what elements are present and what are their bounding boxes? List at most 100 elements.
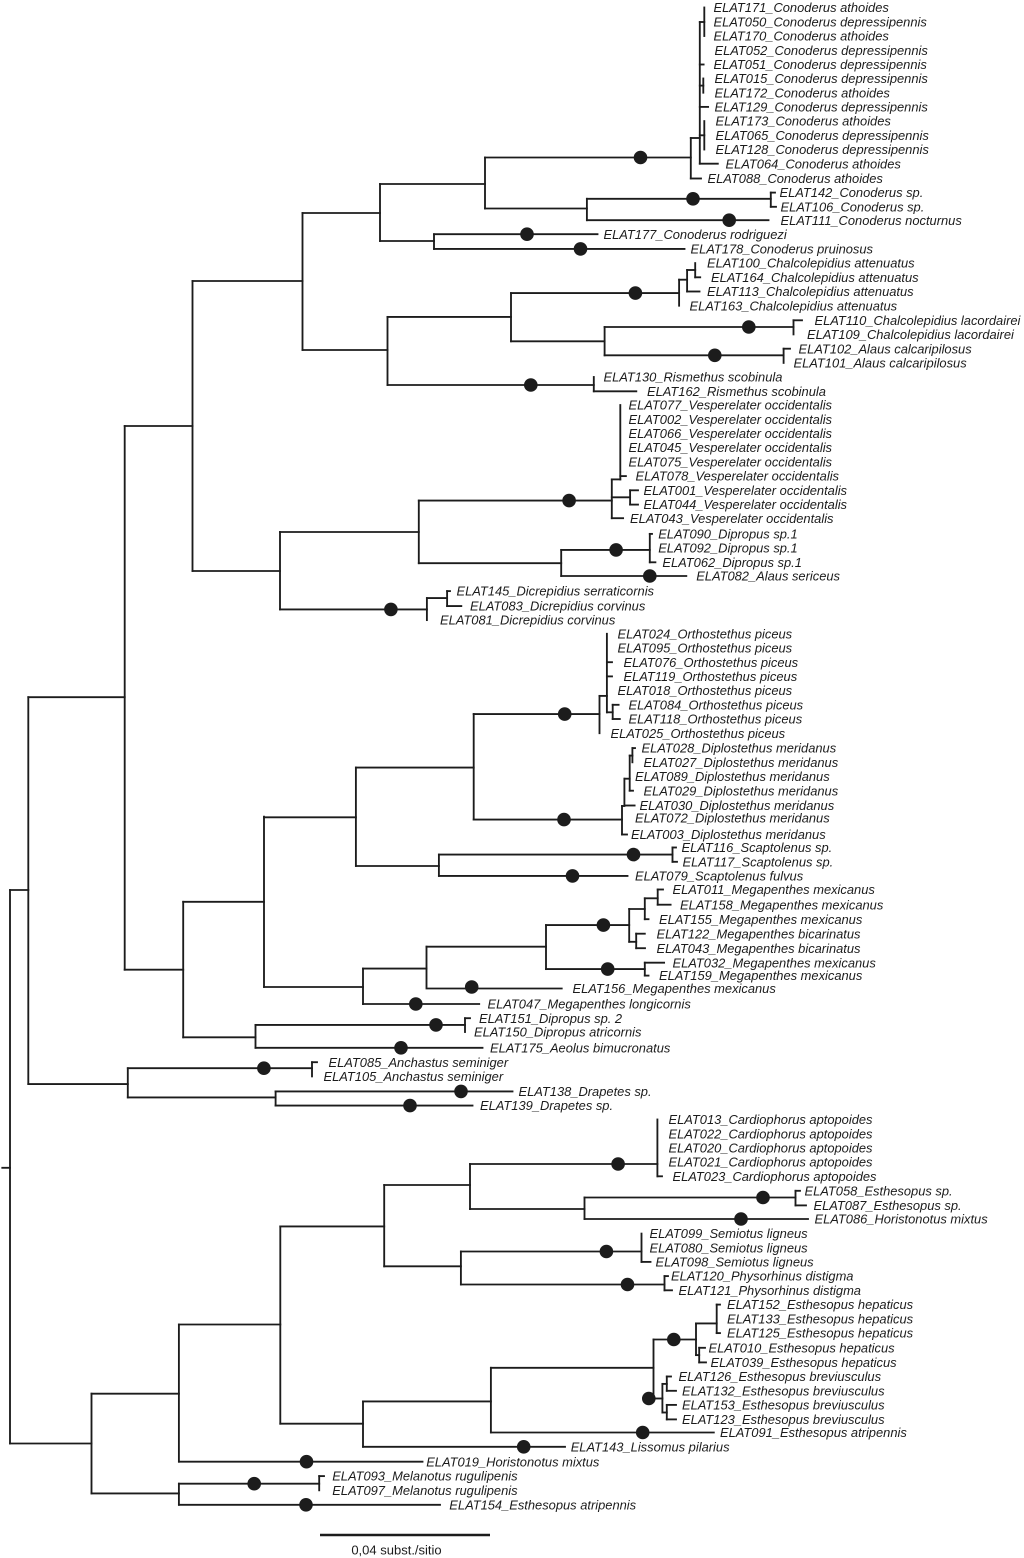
svg-text:ELAT142_Conoderus sp.: ELAT142_Conoderus sp. <box>780 185 924 200</box>
svg-text:ELAT143_Lissomus pilarius: ELAT143_Lissomus pilarius <box>571 1439 730 1454</box>
svg-text:ELAT072_Diplostethus meridanus: ELAT072_Diplostethus meridanus <box>635 811 830 826</box>
svg-text:ELAT125_Esthesopus hepaticus: ELAT125_Esthesopus hepaticus <box>727 1326 914 1341</box>
svg-text:ELAT164_Chalcolepidius attenua: ELAT164_Chalcolepidius attenuatus <box>711 270 919 285</box>
svg-text:ELAT117_Scaptolenus sp.: ELAT117_Scaptolenus sp. <box>683 854 834 869</box>
svg-text:ELAT172_Conoderus athoides: ELAT172_Conoderus athoides <box>715 85 891 100</box>
svg-text:ELAT095_Orthostethus piceus: ELAT095_Orthostethus piceus <box>618 641 793 656</box>
svg-text:ELAT044_Vesperelater occidenta: ELAT044_Vesperelater occidentalis <box>644 497 848 512</box>
svg-text:ELAT138_Drapetes sp.: ELAT138_Drapetes sp. <box>519 1084 652 1099</box>
svg-text:ELAT100_Chalcolepidius attenua: ELAT100_Chalcolepidius attenuatus <box>707 256 915 271</box>
svg-text:ELAT082_Alaus sericeus: ELAT082_Alaus sericeus <box>696 569 840 584</box>
svg-text:ELAT002_Vesperelater occidenta: ELAT002_Vesperelater occidentalis <box>629 412 833 427</box>
svg-text:ELAT020_Cardiophorus aptopoide: ELAT020_Cardiophorus aptopoides <box>669 1141 874 1156</box>
svg-text:ELAT088_Conoderus athoides: ELAT088_Conoderus athoides <box>708 171 884 186</box>
svg-text:ELAT083_Dicrepidius corvinus: ELAT083_Dicrepidius corvinus <box>470 599 646 614</box>
svg-text:ELAT156_Megapenthes mexicanus: ELAT156_Megapenthes mexicanus <box>573 981 777 996</box>
svg-text:ELAT043_Vesperelater occidenta: ELAT043_Vesperelater occidentalis <box>630 511 834 526</box>
svg-text:ELAT162_Rismethus scobinula: ELAT162_Rismethus scobinula <box>647 384 826 399</box>
svg-text:ELAT129_Conoderus depressipenn: ELAT129_Conoderus depressipennis <box>715 100 929 115</box>
svg-text:ELAT123_Esthesopus breviusculu: ELAT123_Esthesopus breviusculus <box>682 1412 885 1427</box>
svg-text:ELAT077_Vesperelater occidenta: ELAT077_Vesperelater occidentalis <box>629 398 833 413</box>
svg-text:ELAT003_Diplostethus meridanus: ELAT003_Diplostethus meridanus <box>631 827 826 842</box>
svg-text:ELAT076_Orthostethus piceus: ELAT076_Orthostethus piceus <box>624 655 799 670</box>
svg-text:ELAT158_Megapenthes mexicanus: ELAT158_Megapenthes mexicanus <box>680 897 884 912</box>
svg-text:ELAT109_Chalcolepidius lacorda: ELAT109_Chalcolepidius lacordairei <box>807 327 1015 342</box>
svg-text:ELAT116_Scaptolenus sp.: ELAT116_Scaptolenus sp. <box>682 840 833 855</box>
svg-text:ELAT028_Diplostethus meridanus: ELAT028_Diplostethus meridanus <box>642 741 837 756</box>
svg-text:ELAT105_Anchastus seminiger: ELAT105_Anchastus seminiger <box>324 1069 504 1084</box>
svg-text:ELAT139_Drapetes sp.: ELAT139_Drapetes sp. <box>480 1098 613 1113</box>
svg-text:ELAT091_Esthesopus atripennis: ELAT091_Esthesopus atripennis <box>720 1425 907 1440</box>
svg-text:ELAT086_Horistonotus mixtus: ELAT086_Horistonotus mixtus <box>815 1212 989 1227</box>
svg-text:ELAT027_Diplostethus meridanus: ELAT027_Diplostethus meridanus <box>644 755 839 770</box>
svg-text:ELAT043_Megapenthes bicarinatu: ELAT043_Megapenthes bicarinatus <box>657 941 862 956</box>
svg-text:ELAT119_Orthostethus piceus: ELAT119_Orthostethus piceus <box>624 669 798 684</box>
svg-text:ELAT132_Esthesopus breviusculu: ELAT132_Esthesopus breviusculus <box>682 1383 885 1398</box>
svg-text:ELAT064_Conoderus athoides: ELAT064_Conoderus athoides <box>726 156 902 171</box>
svg-text:ELAT110_Chalcolepidius lacorda: ELAT110_Chalcolepidius lacordairei <box>815 313 1022 328</box>
svg-text:ELAT152_Esthesopus hepaticus: ELAT152_Esthesopus hepaticus <box>727 1297 914 1312</box>
svg-text:ELAT145_Dicrepidius serraticor: ELAT145_Dicrepidius serraticornis <box>457 584 655 599</box>
svg-text:ELAT062_Dipropus sp.1: ELAT062_Dipropus sp.1 <box>662 555 802 570</box>
svg-text:ELAT163_Chalcolepidius attenua: ELAT163_Chalcolepidius attenuatus <box>690 298 898 313</box>
svg-text:ELAT010_Esthesopus hepaticus: ELAT010_Esthesopus hepaticus <box>709 1340 896 1355</box>
svg-text:ELAT150_Dipropus atricornis: ELAT150_Dipropus atricornis <box>474 1025 642 1040</box>
svg-text:ELAT045_Vesperelater occidenta: ELAT045_Vesperelater occidentalis <box>629 440 833 455</box>
svg-text:ELAT178_Conoderus pruinosus: ELAT178_Conoderus pruinosus <box>691 242 874 257</box>
svg-text:ELAT079_Scaptolenus fulvus: ELAT079_Scaptolenus fulvus <box>635 869 804 884</box>
svg-text:ELAT122_Megapenthes bicarinatu: ELAT122_Megapenthes bicarinatus <box>657 926 862 941</box>
svg-text:ELAT089_Diplostethus meridanus: ELAT089_Diplostethus meridanus <box>635 769 830 784</box>
svg-text:ELAT047_Megapenthes longicorni: ELAT047_Megapenthes longicornis <box>488 997 692 1012</box>
svg-text:ELAT025_Orthostethus piceus: ELAT025_Orthostethus piceus <box>611 726 786 741</box>
svg-text:ELAT024_Orthostethus piceus: ELAT024_Orthostethus piceus <box>618 626 793 641</box>
svg-text:ELAT102_Alaus calcaripilosus: ELAT102_Alaus calcaripilosus <box>799 341 973 356</box>
svg-text:ELAT051_Conoderus depressipenn: ELAT051_Conoderus depressipennis <box>714 57 928 72</box>
svg-text:ELAT085_Anchastus seminiger: ELAT085_Anchastus seminiger <box>329 1055 509 1070</box>
svg-text:ELAT173_Conoderus athoides: ELAT173_Conoderus athoides <box>716 114 892 129</box>
svg-text:ELAT154_Esthesopus atripennis: ELAT154_Esthesopus atripennis <box>449 1497 636 1512</box>
svg-text:ELAT133_Esthesopus hepaticus: ELAT133_Esthesopus hepaticus <box>727 1312 914 1327</box>
svg-text:ELAT013_Cardiophorus aptopoide: ELAT013_Cardiophorus aptopoides <box>669 1112 874 1127</box>
svg-text:ELAT098_Semiotus ligneus: ELAT098_Semiotus ligneus <box>656 1255 815 1270</box>
svg-text:ELAT153_Esthesopus breviusculu: ELAT153_Esthesopus breviusculus <box>682 1398 885 1413</box>
svg-text:ELAT175_Aeolus bimucronatus: ELAT175_Aeolus bimucronatus <box>490 1040 671 1055</box>
svg-text:ELAT087_Esthesopus sp.: ELAT087_Esthesopus sp. <box>814 1198 962 1213</box>
svg-text:0,04 subst./sitio: 0,04 subst./sitio <box>351 1543 441 1558</box>
svg-text:ELAT120_Physorhinus distigma: ELAT120_Physorhinus distigma <box>671 1269 853 1284</box>
svg-text:ELAT092_Dipropus sp.1: ELAT092_Dipropus sp.1 <box>658 541 798 556</box>
svg-text:ELAT097_Melanotus rugulipenis: ELAT097_Melanotus rugulipenis <box>332 1483 518 1498</box>
svg-text:ELAT155_Megapenthes mexicanus: ELAT155_Megapenthes mexicanus <box>659 912 863 927</box>
svg-text:ELAT130_Rismethus scobinula: ELAT130_Rismethus scobinula <box>604 370 783 385</box>
svg-text:ELAT093_Melanotus rugulipenis: ELAT093_Melanotus rugulipenis <box>332 1469 518 1484</box>
svg-text:ELAT019_Horistonotus mixtus: ELAT019_Horistonotus mixtus <box>426 1454 600 1469</box>
svg-text:ELAT084_Orthostethus piceus: ELAT084_Orthostethus piceus <box>629 697 804 712</box>
svg-text:ELAT032_Megapenthes mexicanus: ELAT032_Megapenthes mexicanus <box>673 955 877 970</box>
svg-text:ELAT099_Semiotus ligneus: ELAT099_Semiotus ligneus <box>650 1226 809 1241</box>
svg-text:ELAT111_Conoderus nocturnus: ELAT111_Conoderus nocturnus <box>781 213 963 228</box>
svg-text:ELAT001_Vesperelater occidenta: ELAT001_Vesperelater occidentalis <box>644 483 848 498</box>
svg-text:ELAT101_Alaus calcaripilosus: ELAT101_Alaus calcaripilosus <box>794 356 968 371</box>
svg-text:ELAT113_Chalcolepidius attenua: ELAT113_Chalcolepidius attenuatus <box>707 284 914 299</box>
svg-text:ELAT171_Conoderus athoides: ELAT171_Conoderus athoides <box>714 0 890 15</box>
svg-text:ELAT030_Diplostethus meridanus: ELAT030_Diplostethus meridanus <box>640 798 835 813</box>
svg-text:ELAT081_Dicrepidius corvinus: ELAT081_Dicrepidius corvinus <box>440 613 616 628</box>
svg-text:ELAT151_Dipropus sp. 2: ELAT151_Dipropus sp. 2 <box>479 1011 622 1026</box>
svg-text:ELAT058_Esthesopus sp.: ELAT058_Esthesopus sp. <box>805 1183 953 1198</box>
svg-text:ELAT128_Conoderus depressipenn: ELAT128_Conoderus depressipennis <box>716 142 930 157</box>
svg-text:ELAT159_Megapenthes mexicanus: ELAT159_Megapenthes mexicanus <box>659 968 863 983</box>
svg-text:ELAT121_Physorhinus distigma: ELAT121_Physorhinus distigma <box>679 1283 861 1298</box>
svg-text:ELAT050_Conoderus depressipenn: ELAT050_Conoderus depressipennis <box>714 14 928 29</box>
svg-text:ELAT170_Conoderus athoides: ELAT170_Conoderus athoides <box>714 29 890 44</box>
svg-text:ELAT052_Conoderus depressipenn: ELAT052_Conoderus depressipennis <box>715 43 929 58</box>
svg-text:ELAT022_Cardiophorus aptopoide: ELAT022_Cardiophorus aptopoides <box>669 1126 874 1141</box>
svg-text:ELAT065_Conoderus depressipenn: ELAT065_Conoderus depressipennis <box>716 128 930 143</box>
svg-text:ELAT126_Esthesopus breviusculu: ELAT126_Esthesopus breviusculus <box>679 1369 882 1384</box>
svg-text:ELAT106_Conoderus sp.: ELAT106_Conoderus sp. <box>781 199 925 214</box>
svg-text:ELAT039_Esthesopus hepaticus: ELAT039_Esthesopus hepaticus <box>711 1355 898 1370</box>
svg-text:ELAT018_Orthostethus piceus: ELAT018_Orthostethus piceus <box>618 683 793 698</box>
svg-text:ELAT090_Dipropus sp.1: ELAT090_Dipropus sp.1 <box>658 527 798 542</box>
svg-text:ELAT118_Orthostethus piceus: ELAT118_Orthostethus piceus <box>629 712 803 727</box>
svg-text:ELAT023_Cardiophorus aptopoide: ELAT023_Cardiophorus aptopoides <box>673 1169 878 1184</box>
svg-text:ELAT075_Vesperelater occidenta: ELAT075_Vesperelater occidentalis <box>629 454 833 469</box>
svg-text:ELAT011_Megapenthes mexicanus: ELAT011_Megapenthes mexicanus <box>673 882 876 897</box>
